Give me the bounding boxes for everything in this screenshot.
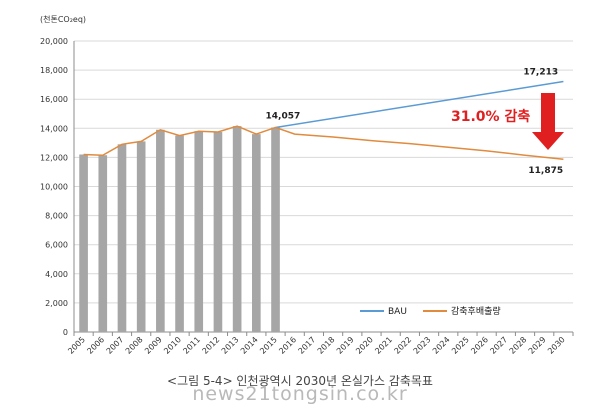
reduction-arrow-icon bbox=[532, 93, 564, 150]
x-tick-label: 2014 bbox=[239, 335, 260, 356]
x-tick-label: 2015 bbox=[258, 335, 279, 356]
x-tick-label: 2021 bbox=[373, 335, 394, 356]
x-tick-label: 2016 bbox=[277, 335, 298, 356]
y-tick-label: 0 bbox=[63, 328, 68, 337]
bar-2010 bbox=[175, 135, 184, 332]
data-label-reduced-2030: 11,875 bbox=[528, 166, 563, 176]
y-tick-label: 10,000 bbox=[40, 183, 68, 192]
x-tick-label: 2019 bbox=[335, 335, 356, 356]
x-tick-label: 2023 bbox=[412, 335, 433, 356]
x-tick-label: 2022 bbox=[393, 335, 414, 356]
legend-label: 감축후배출량 bbox=[451, 305, 501, 317]
x-tick-label: 2010 bbox=[162, 335, 183, 356]
bar-2007 bbox=[117, 144, 127, 332]
y-unit-label: (천톤CO₂eq) bbox=[40, 14, 86, 24]
x-tick-label: 2018 bbox=[316, 335, 337, 356]
x-tick-label: 2005 bbox=[66, 335, 87, 356]
x-tick-label: 2013 bbox=[220, 335, 241, 356]
line-series-3 bbox=[275, 126, 564, 160]
x-tick-label: 2027 bbox=[488, 335, 509, 356]
legend-label: BAU bbox=[388, 307, 407, 317]
bar-2011 bbox=[194, 131, 204, 332]
x-tick-label: 2009 bbox=[143, 335, 164, 356]
data-label-2015: 14,057 bbox=[266, 111, 301, 121]
y-tick-label: 12,000 bbox=[40, 153, 68, 162]
bar-2008 bbox=[136, 141, 146, 332]
bar-2009 bbox=[156, 129, 165, 332]
y-tick-label: 20,000 bbox=[40, 37, 68, 46]
watermark-text: news21tongsin.co.kr bbox=[192, 383, 408, 405]
x-tick-label: 2020 bbox=[354, 335, 375, 356]
y-tick-label: 18,000 bbox=[40, 66, 68, 75]
bar-2006 bbox=[98, 155, 108, 332]
bar-2012 bbox=[213, 131, 223, 332]
x-tick-label: 2025 bbox=[450, 335, 471, 356]
line-series-2 bbox=[275, 80, 564, 129]
figure-caption: <그림 5-4> 인천광역시 2030년 온실가스 감축목표 bbox=[167, 374, 433, 388]
y-tick-label: 8,000 bbox=[45, 212, 68, 221]
x-tick-label: 2030 bbox=[546, 335, 567, 356]
x-tick-label: 2006 bbox=[85, 335, 106, 356]
x-tick-label: 2026 bbox=[469, 335, 490, 356]
x-tick-label: 2012 bbox=[201, 335, 222, 356]
y-tick-label: 4,000 bbox=[45, 270, 68, 279]
y-tick-label: 6,000 bbox=[45, 241, 68, 250]
y-tick-label: 14,000 bbox=[40, 124, 68, 133]
y-tick-label: 16,000 bbox=[40, 95, 68, 104]
bar-2013 bbox=[232, 126, 242, 333]
x-tick-label: 2024 bbox=[431, 335, 452, 356]
x-tick-label: 2028 bbox=[508, 335, 529, 356]
y-tick-label: 2,000 bbox=[45, 299, 68, 308]
line-series-1 bbox=[83, 125, 276, 156]
bar-2014 bbox=[252, 134, 261, 332]
reduction-label: 31.0% 감축 bbox=[451, 108, 530, 125]
data-label-bau-2030: 17,213 bbox=[523, 68, 558, 78]
x-tick-label: 2017 bbox=[297, 335, 318, 356]
x-tick-label: 2011 bbox=[181, 335, 202, 356]
x-tick-label: 2008 bbox=[124, 335, 145, 356]
bar-2015 bbox=[271, 127, 280, 333]
bar-2005 bbox=[79, 154, 88, 332]
x-tick-label: 2029 bbox=[527, 335, 548, 356]
x-tick-label: 2007 bbox=[105, 335, 126, 356]
